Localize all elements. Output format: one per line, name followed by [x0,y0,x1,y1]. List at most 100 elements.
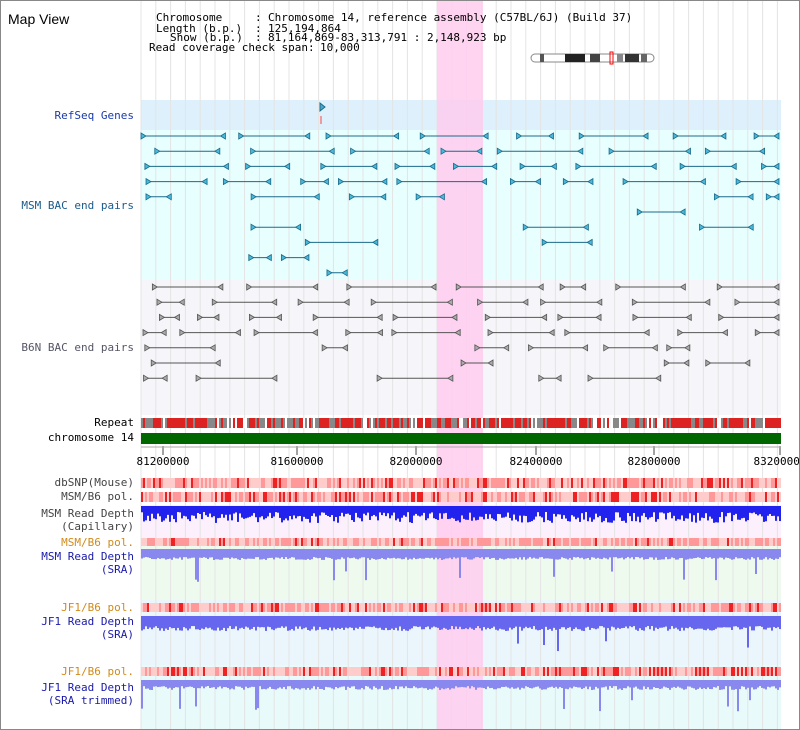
depth-bar [273,616,275,631]
depth-bar [773,506,775,516]
depth-bar [691,680,693,688]
depth-bar [615,549,617,558]
depth-bar [245,506,247,519]
repeat-segment [647,418,649,428]
track-label-msm-b6-pol-2[interactable]: MSM/B6 pol. [61,536,134,549]
depth-bar [759,680,761,687]
track-label-chromosome[interactable]: chromosome 14 [47,431,134,444]
repeat-segment [611,418,613,428]
depth-bar [737,506,739,520]
depth-bar [447,549,449,559]
repeat-segment [759,418,761,428]
heat-segment [617,538,619,546]
heat-segment [673,492,675,502]
depth-bar [477,680,479,688]
depth-bar [189,616,191,629]
depth-bar [693,680,695,689]
heat-segment [519,478,521,488]
depth-bar [217,680,219,688]
track-label-jf1-b6-pol-1[interactable]: JF1/B6 pol. [61,601,134,614]
heat-segment [483,478,485,488]
heat-segment [469,667,471,676]
depth-bar [391,549,393,559]
depth-bar [155,616,157,627]
length-sep: : [255,22,262,35]
repeat-segment [727,418,729,428]
repeat-segment [369,418,371,428]
track-label-jf1-b6-pol-2[interactable]: JF1/B6 pol. [61,665,134,678]
depth-bar [627,616,629,629]
depth-bar [165,549,167,560]
depth-bar [151,680,153,690]
track-label-repeat[interactable]: Repeat [94,416,134,429]
heat-segment [519,538,521,546]
heat-segment [417,478,419,488]
track-label-msm-depth-sra[interactable]: MSM Read Depth [41,550,134,563]
track-label-b6n-bac[interactable]: B6N BAC end pairs [21,341,134,354]
heat-segment [745,667,747,676]
depth-bar [767,616,769,628]
depth-bar [305,616,307,628]
depth-bar [317,506,319,523]
track-label-jf1-depth-trimmed[interactable]: JF1 Read Depth [41,681,134,694]
heat-segment [305,538,307,546]
repeat-segment [465,418,467,428]
heat-segment [141,538,143,546]
heat-segment [257,667,259,676]
heat-segment [207,478,209,488]
depth-bar [315,680,317,690]
depth-bar [733,680,735,690]
heat-segment [279,492,281,502]
heat-segment [265,538,267,546]
depth-bar [407,549,409,560]
track-label-msm-depth-capillary[interactable]: MSM Read Depth [41,507,134,520]
depth-bar [203,680,205,689]
heat-segment [257,478,259,488]
repeat-segment [539,418,541,428]
track-label-jf1-depth-sra[interactable]: JF1 Read Depth [41,615,134,628]
heat-segment [701,492,703,502]
heat-segment [401,478,403,488]
heat-segment [195,538,197,546]
depth-bar [727,680,729,707]
depth-bar [433,680,435,689]
depth-bar [727,616,729,628]
depth-bar [779,680,781,688]
heat-segment [211,478,213,488]
track-label-dbsnp[interactable]: dbSNP(Mouse) [54,476,134,489]
depth-bar [517,506,519,522]
heat-segment [291,492,293,502]
heat-segment [535,603,537,612]
track-label-msm-b6-pol-1[interactable]: MSM/B6 pol. [61,490,134,503]
depth-bar [489,680,491,689]
heat-segment [175,538,177,546]
repeat-segment [307,418,309,428]
heat-segment [457,667,459,676]
depth-bar [589,506,591,518]
depth-bar [345,549,347,572]
depth-bar [647,549,649,560]
heat-segment [231,667,233,676]
depth-bar [583,680,585,689]
depth-bar [519,616,521,627]
track-label-msm-bac[interactable]: MSM BAC end pairs [21,199,134,212]
depth-bar [147,549,149,558]
heat-segment [181,667,183,676]
depth-bar [359,680,361,690]
repeat-segment [149,418,151,428]
depth-bar [209,616,211,628]
depth-bar [475,506,477,521]
repeat-segment [247,418,249,428]
heat-segment [279,478,281,488]
depth-bar [329,616,331,628]
heat-segment [493,603,495,612]
repeat-segment [643,418,645,428]
heat-segment [719,478,721,488]
heat-segment [633,492,635,502]
track-label-refseq[interactable]: RefSeq Genes [54,109,134,122]
heat-segment [271,603,273,612]
depth-bar [297,549,299,560]
depth-bar [751,506,753,514]
depth-bar [757,616,759,627]
depth-bar [695,680,697,690]
